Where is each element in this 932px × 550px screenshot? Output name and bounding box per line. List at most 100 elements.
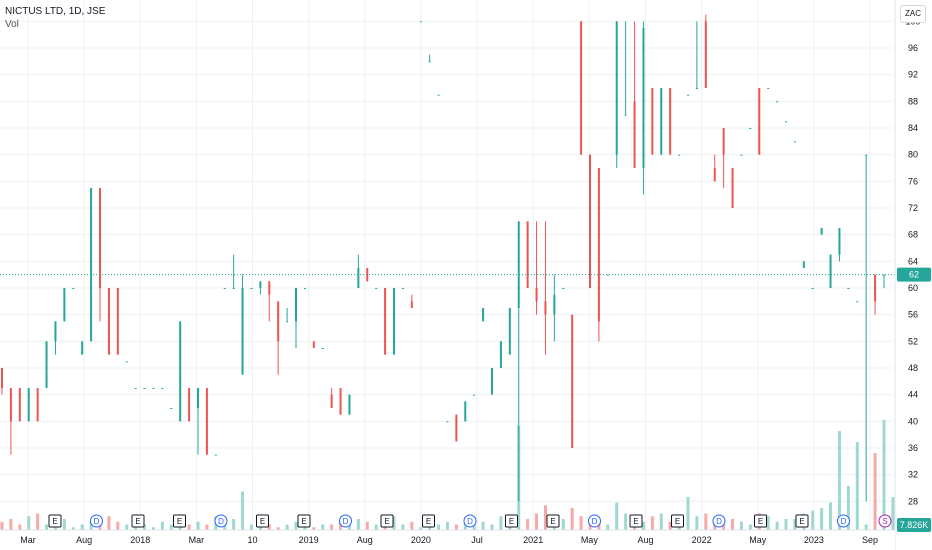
time-tick-label: 10 bbox=[248, 535, 258, 545]
candle-body bbox=[268, 281, 271, 295]
candle-body bbox=[491, 368, 493, 395]
volume-bar bbox=[641, 521, 645, 530]
volume-bar bbox=[490, 524, 494, 530]
candle-body bbox=[134, 388, 137, 389]
candle-body bbox=[838, 228, 841, 255]
currency-unit-button[interactable]: ZAC bbox=[900, 5, 926, 23]
candle-body bbox=[401, 288, 404, 289]
volume-bar bbox=[543, 505, 547, 530]
candle-body bbox=[312, 341, 315, 348]
volume-bar bbox=[330, 524, 334, 530]
volume-bar bbox=[196, 521, 200, 530]
volume-bar bbox=[615, 502, 619, 530]
candle-body bbox=[410, 301, 413, 308]
volume-bar bbox=[347, 524, 351, 530]
candle-body bbox=[865, 154, 868, 156]
volume-bar bbox=[588, 521, 592, 530]
candle-body bbox=[455, 414, 458, 442]
volume-bar bbox=[205, 524, 209, 530]
candle-body bbox=[669, 88, 672, 155]
earnings-marker bbox=[48, 514, 62, 528]
volume-bar bbox=[891, 497, 895, 530]
earnings-marker bbox=[505, 514, 518, 528]
volume-bar bbox=[143, 524, 147, 530]
candle-body bbox=[72, 288, 75, 289]
symbol-title[interactable]: NICTUS LTD, 1D, JSE bbox=[5, 6, 106, 17]
dividend-marker bbox=[588, 514, 601, 528]
candle-body bbox=[125, 361, 128, 363]
price-tick-label: 92 bbox=[908, 70, 918, 80]
candle-body bbox=[829, 254, 832, 288]
time-axis-panel[interactable] bbox=[0, 530, 895, 550]
dividend-marker bbox=[712, 514, 726, 528]
volume-bar bbox=[0, 521, 4, 530]
candle-body bbox=[366, 268, 369, 282]
candle-body bbox=[535, 288, 538, 302]
volume-bar bbox=[294, 521, 298, 530]
candle-body bbox=[1, 368, 3, 388]
candle-body bbox=[419, 21, 422, 23]
price-tick-label: 64 bbox=[908, 256, 918, 266]
candle-body bbox=[232, 288, 235, 289]
price-tick-label: 44 bbox=[908, 390, 918, 400]
time-tick-label: 2019 bbox=[299, 535, 319, 545]
volume-bar bbox=[624, 513, 628, 530]
candle-body bbox=[883, 274, 885, 276]
candle-body bbox=[54, 321, 57, 342]
time-tick-label: May bbox=[581, 535, 599, 545]
volume-indicator-label[interactable]: Vol bbox=[5, 19, 19, 30]
dividend-marker bbox=[837, 514, 850, 528]
price-tick-label: 80 bbox=[908, 150, 918, 160]
event-marker-label: E bbox=[509, 517, 514, 526]
volume-bar bbox=[829, 502, 833, 530]
volume-bar bbox=[356, 519, 360, 530]
candle-body bbox=[339, 388, 342, 415]
volume-bar bbox=[793, 519, 797, 530]
volume-badge bbox=[897, 518, 931, 532]
price-tick-label: 88 bbox=[908, 96, 918, 106]
candle-body bbox=[375, 288, 378, 289]
volume-bar bbox=[668, 521, 672, 530]
candle-body bbox=[250, 288, 253, 289]
volume-bar bbox=[704, 513, 708, 530]
candle-body bbox=[615, 21, 618, 155]
time-tick-label: Mar bbox=[20, 535, 36, 545]
volume-bar bbox=[811, 510, 815, 530]
candle-body bbox=[820, 228, 823, 235]
event-marker-label: D bbox=[841, 517, 847, 526]
dividend-marker bbox=[463, 514, 477, 528]
event-marker-label: D bbox=[716, 517, 722, 526]
volume-bar bbox=[766, 516, 770, 530]
volume-bar bbox=[695, 516, 699, 530]
volume-bar bbox=[731, 519, 735, 530]
volume-bar bbox=[561, 519, 565, 530]
time-tick-label: Mar bbox=[189, 535, 205, 545]
volume-bar bbox=[187, 524, 191, 530]
time-tick-label: 2022 bbox=[692, 535, 712, 545]
volume-bar bbox=[285, 524, 289, 530]
volume-bar bbox=[116, 521, 120, 530]
event-marker-label: E bbox=[633, 517, 638, 526]
volume-bar bbox=[535, 513, 539, 530]
candle-body bbox=[508, 308, 511, 355]
candle-body bbox=[107, 288, 110, 355]
candle-body bbox=[499, 341, 502, 368]
volume-bar bbox=[18, 524, 22, 530]
price-tick-label: 52 bbox=[908, 336, 918, 346]
event-marker-label: E bbox=[675, 517, 680, 526]
candle-body bbox=[473, 394, 476, 396]
volume-bar bbox=[526, 519, 530, 530]
volume-bar bbox=[80, 524, 84, 530]
candle-body bbox=[295, 288, 297, 322]
candle-body bbox=[197, 388, 199, 408]
candle-body bbox=[81, 341, 84, 355]
volume-bar bbox=[36, 513, 40, 530]
volume-bar bbox=[401, 524, 405, 530]
time-tick-label: 2021 bbox=[523, 535, 543, 545]
event-marker-label: E bbox=[384, 517, 389, 526]
event-marker-label: D bbox=[218, 517, 224, 526]
candle-body bbox=[63, 288, 66, 322]
earnings-marker bbox=[546, 514, 560, 528]
